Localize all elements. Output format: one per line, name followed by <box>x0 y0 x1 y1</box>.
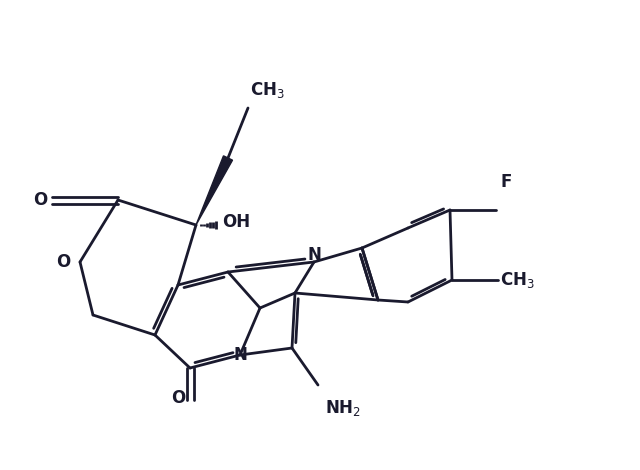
Text: CH$_3$: CH$_3$ <box>500 270 535 290</box>
Text: F: F <box>500 173 511 191</box>
Text: N: N <box>307 246 321 264</box>
Text: CH$_3$: CH$_3$ <box>250 80 285 100</box>
Text: OH: OH <box>222 213 250 231</box>
Text: O: O <box>171 389 185 407</box>
Text: NH$_2$: NH$_2$ <box>325 398 361 418</box>
Text: O: O <box>33 191 47 209</box>
Text: N: N <box>233 346 247 364</box>
Text: O: O <box>56 253 70 271</box>
Polygon shape <box>196 156 232 225</box>
